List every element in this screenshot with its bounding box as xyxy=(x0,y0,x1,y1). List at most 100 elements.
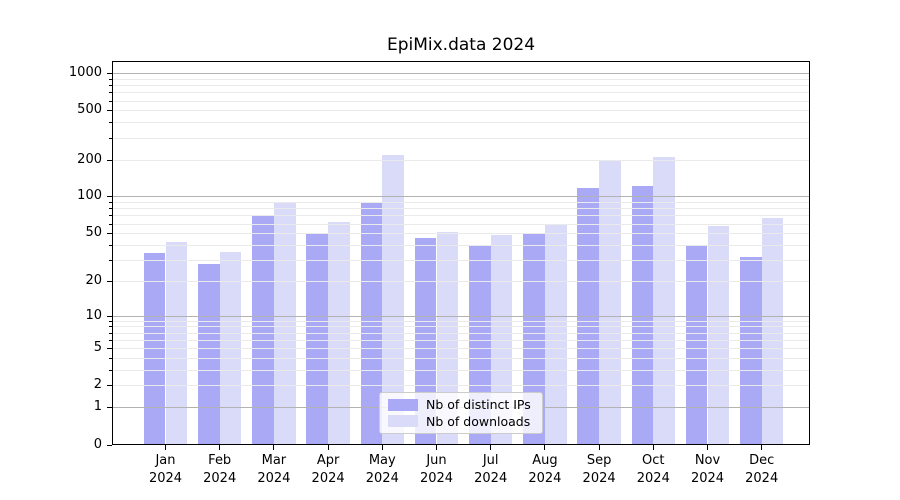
y-tick-label: 20 xyxy=(85,272,102,288)
y-tick xyxy=(107,407,112,409)
y-axis-line xyxy=(112,61,113,445)
legend-label-downloads: Nb of downloads xyxy=(426,413,531,429)
x-tick-label-month: Sep xyxy=(586,453,612,468)
x-tick-label: Mar 2024 xyxy=(234,452,314,488)
bar-downloads-aug-2024 xyxy=(544,225,567,445)
y-tick-minor xyxy=(109,259,112,261)
y-tick-label: 1 xyxy=(93,399,102,415)
y-tick-minor xyxy=(109,100,112,102)
x-tick-label-year: 2024 xyxy=(528,471,562,486)
legend-item-distinct-ips: Nb of distinct IPs xyxy=(388,397,534,412)
x-tick-label-year: 2024 xyxy=(365,471,399,486)
x-tick-label: May 2024 xyxy=(342,452,422,488)
x-tick-label-month: Jan xyxy=(155,453,176,468)
x-tick-label-month: Oct xyxy=(642,453,665,468)
bar-distinct-ips-jan-2024 xyxy=(143,253,166,445)
x-tick-label-year: 2024 xyxy=(636,471,670,486)
y-tick-minor xyxy=(109,202,112,204)
bar-downloads-apr-2024 xyxy=(328,221,350,445)
x-tick xyxy=(381,444,383,450)
y-tick-minor xyxy=(109,208,112,210)
y-tick-minor xyxy=(109,215,112,217)
x-tick xyxy=(273,444,275,450)
plot-border-top xyxy=(112,61,810,62)
x-tick-label: Jul 2024 xyxy=(451,452,531,488)
bar-distinct-ips-may-2024 xyxy=(360,202,383,445)
y-tick-minor xyxy=(109,320,112,322)
y-tick xyxy=(107,233,112,235)
x-tick-label-month: Jun xyxy=(426,453,447,468)
y-tick-minor xyxy=(109,92,112,94)
x-tick-label-month: Apr xyxy=(316,453,340,468)
y-tick xyxy=(107,444,112,446)
y-tick xyxy=(107,159,112,161)
x-tick xyxy=(598,444,600,450)
x-tick-label-month: Dec xyxy=(749,453,775,468)
y-tick-label: 1000 xyxy=(68,65,102,81)
y-tick xyxy=(107,348,112,350)
x-tick-label-year: 2024 xyxy=(690,471,725,486)
x-tick-label-month: May xyxy=(368,453,396,468)
x-tick-label: Oct 2024 xyxy=(613,452,693,488)
x-tick xyxy=(761,444,763,450)
x-tick-label-year: 2024 xyxy=(203,471,237,486)
x-tick-label: Jun 2024 xyxy=(397,452,477,488)
x-tick-label-year: 2024 xyxy=(148,471,183,486)
y-tick-minor xyxy=(109,358,112,359)
x-tick-label-month: Aug xyxy=(532,453,558,468)
y-tick-minor xyxy=(109,244,112,246)
x-tick-label-year: 2024 xyxy=(419,471,454,486)
y-tick-label: 100 xyxy=(77,188,102,204)
y-tick-label: 200 xyxy=(77,151,102,167)
y-tick xyxy=(107,196,112,198)
x-tick-label: Feb 2024 xyxy=(180,452,260,488)
bar-downloads-dec-2024 xyxy=(761,217,784,445)
legend: Nb of distinct IPs Nb of downloads xyxy=(379,392,543,434)
y-tick-minor xyxy=(109,332,112,334)
y-tick-minor xyxy=(109,370,112,371)
y-tick-label: 0 xyxy=(93,436,102,452)
bar-distinct-ips-oct-2024 xyxy=(631,185,654,445)
bar-downloads-mar-2024 xyxy=(273,202,296,445)
x-tick xyxy=(707,444,708,450)
y-tick-label: 5 xyxy=(93,340,102,356)
bar-distinct-ips-aug-2024 xyxy=(523,234,545,445)
y-tick xyxy=(107,73,112,75)
x-tick xyxy=(219,444,221,450)
x-tick-label-month: Jul xyxy=(482,453,499,468)
plot-area: Nb of distinct IPs Nb of downloads xyxy=(107,61,810,450)
bar-downloads-jan-2024 xyxy=(165,242,188,445)
x-tick-label-year: 2024 xyxy=(311,471,345,486)
plot-border-right xyxy=(809,61,810,445)
bar-downloads-nov-2024 xyxy=(707,226,730,445)
legend-swatch-distinct-ips xyxy=(388,398,418,411)
y-tick-label: 500 xyxy=(77,102,102,118)
y-tick xyxy=(107,280,112,282)
bar-downloads-feb-2024 xyxy=(219,251,242,445)
bar-downloads-jun-2024 xyxy=(436,232,459,445)
legend-item-downloads: Nb of downloads xyxy=(388,414,534,429)
bar-downloads-sep-2024 xyxy=(599,160,621,445)
y-tick-minor xyxy=(109,326,112,328)
legend-swatch-downloads xyxy=(388,415,418,428)
x-tick-label-month: Mar xyxy=(261,453,287,468)
x-tick xyxy=(165,444,166,450)
bar-distinct-ips-dec-2024 xyxy=(739,256,762,445)
y-tick xyxy=(107,315,112,317)
legend-label-distinct-ips: Nb of distinct IPs xyxy=(426,397,531,413)
bars-layer xyxy=(112,61,810,445)
x-tick xyxy=(490,444,492,450)
bar-distinct-ips-nov-2024 xyxy=(685,244,708,445)
bar-distinct-ips-sep-2024 xyxy=(577,188,600,445)
y-tick xyxy=(107,385,112,387)
y-tick-label: 10 xyxy=(85,307,102,323)
bar-downloads-oct-2024 xyxy=(653,156,676,445)
x-tick-label-year: 2024 xyxy=(582,471,616,486)
x-tick-label: Apr 2024 xyxy=(288,452,368,488)
x-tick-label: Sep 2024 xyxy=(559,452,639,488)
bar-distinct-ips-apr-2024 xyxy=(306,233,329,445)
y-tick-minor xyxy=(109,223,112,225)
x-tick-label-year: 2024 xyxy=(474,471,508,486)
x-tick xyxy=(544,444,546,450)
